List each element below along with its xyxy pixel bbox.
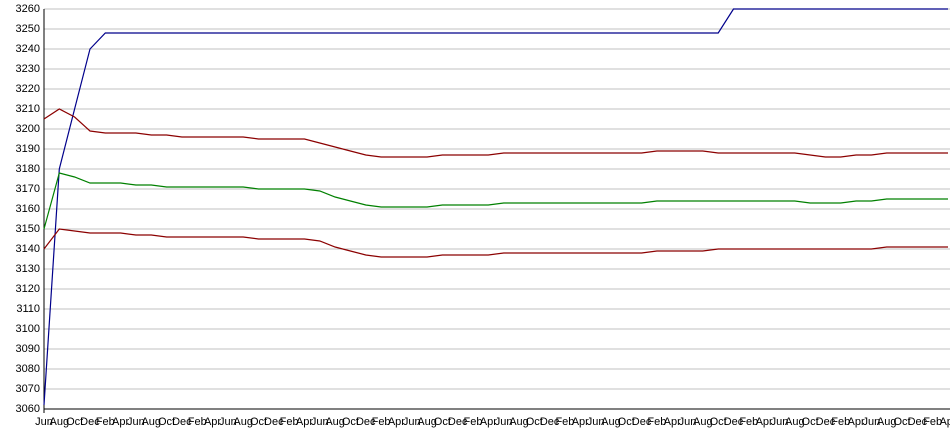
x-tick-label: Apr — [848, 416, 865, 428]
y-tick-label: 3150 — [16, 223, 40, 235]
x-tick-label: Dec — [80, 416, 100, 428]
series-line — [43, 228, 948, 258]
y-tick-label: 3090 — [16, 343, 40, 355]
x-tick-label: Feb — [831, 416, 850, 428]
x-tick-label: Apr — [664, 416, 681, 428]
y-tick-label: 3260 — [16, 3, 40, 15]
x-tick-label: Feb — [923, 416, 942, 428]
x-tick-label: Apr — [204, 416, 221, 428]
x-tick-label: Feb — [188, 416, 207, 428]
x-tick-label: Dec — [908, 416, 928, 428]
x-tick-label: Dec — [632, 416, 652, 428]
y-tick-label: 3160 — [16, 203, 40, 215]
x-tick-label: Dec — [264, 416, 284, 428]
x-tick-label: Feb — [96, 416, 115, 428]
x-tick-label: Oct — [710, 416, 727, 428]
y-tick-label: 3220 — [16, 83, 40, 95]
y-tick-label: 3240 — [16, 43, 40, 55]
x-tick-label: Apr — [388, 416, 405, 428]
x-tick-label: Aug — [141, 416, 161, 428]
x-tick-label: Feb — [464, 416, 483, 428]
x-tick-label: Dec — [724, 416, 744, 428]
y-tick-label: 3080 — [16, 363, 40, 375]
y-tick-label: 3110 — [16, 303, 40, 315]
x-tick-label: Oct — [434, 416, 451, 428]
x-tick-label: Dec — [540, 416, 560, 428]
x-tick-label: Aug — [417, 416, 437, 428]
x-tick-label: Dec — [356, 416, 376, 428]
x-tick-label: Oct — [618, 416, 635, 428]
x-tick-label: Feb — [555, 416, 574, 428]
x-tick-label: Jun — [403, 416, 421, 428]
x-tick-label: Jun — [311, 416, 329, 428]
x-tick-label: Dec — [448, 416, 468, 428]
y-tick-label: 3170 — [16, 183, 40, 195]
x-tick-label: Apr — [296, 416, 313, 428]
x-tick-label: Apr — [939, 416, 950, 428]
x-tick-label: Aug — [601, 416, 621, 428]
x-tick-label: Feb — [372, 416, 391, 428]
x-tick-label: Oct — [342, 416, 359, 428]
y-tick-label: 3230 — [16, 63, 40, 75]
x-tick-label: Oct — [893, 416, 910, 428]
x-tick-label: Apr — [756, 416, 773, 428]
x-tick-label: Aug — [50, 416, 70, 428]
y-tick-label: 3140 — [16, 243, 40, 255]
x-tick-label: Aug — [877, 416, 897, 428]
x-tick-label: Feb — [280, 416, 299, 428]
x-tick-label: Oct — [66, 416, 83, 428]
series-line — [43, 8, 948, 406]
x-tick-label: Feb — [647, 416, 666, 428]
x-tick-label: Feb — [739, 416, 758, 428]
x-tick-label: Jun — [679, 416, 697, 428]
x-tick-label: Oct — [250, 416, 267, 428]
x-tick-label: Dec — [816, 416, 836, 428]
y-tick-label: 3060 — [16, 403, 40, 415]
x-tick-label: Jun — [771, 416, 789, 428]
x-tick-label: Jun — [863, 416, 881, 428]
x-tick-label: Jun — [35, 416, 53, 428]
x-tick-label: Aug — [509, 416, 529, 428]
x-tick-label: Apr — [572, 416, 589, 428]
x-tick-label: Oct — [526, 416, 543, 428]
y-tick-label: 3130 — [16, 263, 40, 275]
y-tick-label: 3120 — [16, 283, 40, 295]
x-tick-label: Dec — [172, 416, 192, 428]
x-tick-label: Jun — [587, 416, 605, 428]
y-tick-label: 3070 — [16, 383, 40, 395]
x-tick-label: Apr — [112, 416, 129, 428]
x-tick-label: Oct — [802, 416, 819, 428]
y-tick-label: 3250 — [16, 23, 40, 35]
y-tick-label: 3210 — [16, 103, 40, 115]
y-tick-label: 3100 — [16, 323, 40, 335]
series-line — [43, 108, 948, 158]
y-tick-label: 3190 — [16, 143, 40, 155]
y-tick-label: 3200 — [16, 123, 40, 135]
x-tick-label: Aug — [693, 416, 713, 428]
x-tick-label: Aug — [233, 416, 253, 428]
x-tick-label: Apr — [480, 416, 497, 428]
series-line — [43, 172, 948, 230]
y-tick-label: 3180 — [16, 163, 40, 175]
x-tick-label: Aug — [785, 416, 805, 428]
x-tick-label: Jun — [219, 416, 237, 428]
x-tick-label: Jun — [127, 416, 145, 428]
x-tick-label: Aug — [325, 416, 345, 428]
x-tick-label: Oct — [158, 416, 175, 428]
x-tick-label: Jun — [495, 416, 513, 428]
